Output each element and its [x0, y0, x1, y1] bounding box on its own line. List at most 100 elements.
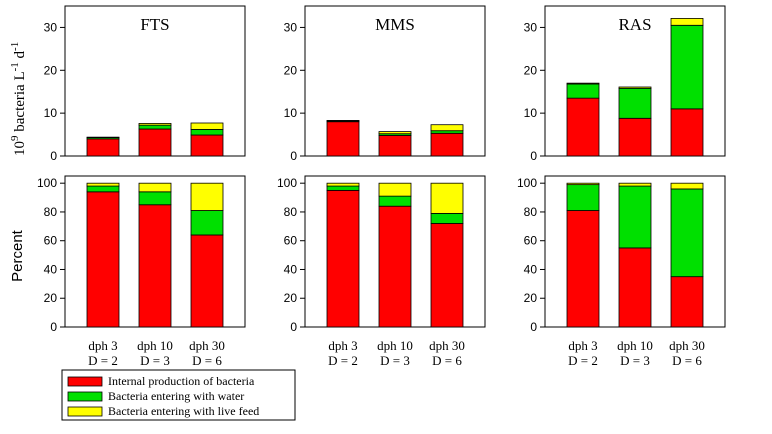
y-tick-label-mms-percent-0: 0 [290, 320, 297, 334]
y-tick-label-mms-absolute-10: 10 [284, 106, 298, 120]
x-label-3-3-line1: dph 30 [669, 338, 705, 353]
bar-mms-percent-1-water [326, 185, 360, 191]
bar-mms-percent-2-feed [378, 182, 412, 197]
y-tick-label-fts-absolute-30: 30 [44, 20, 58, 34]
y-tick-label-ras-percent-80: 80 [524, 205, 538, 219]
bar-mms-percent-3-feed [430, 182, 464, 214]
bar-mms-percent-1-internal [326, 189, 360, 328]
bar-ras-absolute-2-internal [618, 117, 652, 157]
y-axis-label-top: 109 bacteria L-1 d-1 [9, 42, 28, 156]
legend-swatch-water [67, 391, 103, 402]
y-tick-label-ras-percent-100: 100 [517, 176, 537, 190]
bar-ras-percent-1-feed [566, 182, 600, 186]
y-tick-label-ras-absolute-20: 20 [524, 63, 538, 77]
panel-mms-percent: 0 20 40 60 80 100 [277, 175, 486, 334]
panel-fts-absolute: 0 10 20 30 FTS [44, 5, 246, 163]
bar-fts-percent-3-internal [190, 234, 224, 328]
panel-mms-absolute: 0 10 20 30 MMS [284, 5, 486, 163]
y-tick-label-mms-percent-80: 80 [284, 205, 298, 219]
y-tick-label-fts-percent-0: 0 [50, 320, 57, 334]
bar-fts-percent-3-water [190, 210, 224, 236]
bar-ras-percent-2-water [618, 185, 652, 249]
panel-title-fts-absolute: FTS [140, 15, 169, 34]
y-tick-label-mms-percent-100: 100 [277, 176, 297, 190]
bar-mms-percent-1-feed [326, 182, 360, 187]
bar-fts-absolute-3-feed [190, 122, 224, 130]
bar-ras-percent-3-internal [670, 276, 704, 328]
x-label-3-2-line2: D = 3 [620, 353, 650, 368]
y-tick-label-ras-percent-0: 0 [530, 320, 537, 334]
panel-fts-percent: 0 20 40 60 80 100 [37, 175, 246, 334]
bar-ras-absolute-1-water [566, 83, 600, 99]
bar-mms-percent-2-water [378, 195, 412, 207]
y-tick-label-ras-percent-60: 60 [524, 234, 538, 248]
panel-ras-absolute: 0 10 20 30 RAS [524, 5, 726, 163]
bar-fts-absolute-3-internal [190, 134, 224, 157]
legend: Internal production of bacteria Bacteria… [61, 369, 296, 421]
bar-fts-absolute-1-internal [86, 138, 120, 157]
bar-mms-absolute-3-feed [430, 124, 464, 132]
x-label-2-3-line1: dph 30 [429, 338, 465, 353]
x-label-1-3-line1: dph 30 [189, 338, 225, 353]
x-label-2-1-line2: D = 2 [328, 353, 358, 368]
y-axis-label-bottom: Percent [9, 229, 26, 282]
x-label-3-1-line1: dph 3 [568, 338, 597, 353]
bar-ras-percent-3-water [670, 188, 704, 278]
ylabel-l-exp: -1 [9, 62, 21, 71]
bar-ras-percent-2-feed [618, 182, 652, 187]
bar-fts-percent-1-internal [86, 191, 120, 328]
y-tick-label-ras-absolute-10: 10 [524, 106, 538, 120]
x-label-1-1-line2: D = 2 [88, 353, 118, 368]
legend-label-feed: Bacteria entering with live feed [108, 404, 259, 418]
bar-fts-percent-2-water [138, 191, 172, 206]
legend-label-internal: Internal production of bacteria [108, 374, 255, 388]
ylabel-mid: bacteria L [12, 71, 28, 135]
x-label-2-1-line1: dph 3 [328, 338, 357, 353]
ylabel-d-exp: -1 [9, 42, 21, 51]
y-tick-label-ras-absolute-30: 30 [524, 20, 538, 34]
y-tick-label-fts-percent-40: 40 [44, 262, 58, 276]
y-tick-label-fts-absolute-0: 0 [50, 149, 57, 163]
bar-ras-percent-2-internal [618, 247, 652, 328]
y-tick-label-fts-percent-100: 100 [37, 176, 57, 190]
bar-ras-percent-3-feed [670, 182, 704, 190]
panels-layer: 0 10 20 30 FTS 0 10 20 30 MMS 0 10 20 30 RAS 0 20 40 60 80 1… [37, 5, 726, 334]
bar-fts-absolute-2-internal [138, 128, 172, 157]
bar-fts-percent-1-water [86, 185, 120, 193]
y-tick-label-fts-absolute-20: 20 [44, 63, 58, 77]
bar-mms-percent-3-water [430, 212, 464, 224]
x-label-2-2-line1: dph 10 [377, 338, 413, 353]
x-label-2-3-line2: D = 6 [432, 353, 462, 368]
y-tick-label-mms-absolute-0: 0 [290, 149, 297, 163]
bar-ras-absolute-3-feed [670, 18, 704, 26]
x-label-3-2-line1: dph 10 [617, 338, 653, 353]
legend-label-water: Bacteria entering with water [108, 389, 244, 403]
bar-mms-absolute-2-feed [378, 131, 412, 135]
ylabel-base-exp: 9 [9, 135, 21, 141]
bar-fts-absolute-2-water [138, 124, 172, 130]
y-tick-label-mms-absolute-20: 20 [284, 63, 298, 77]
bar-ras-absolute-3-water [670, 24, 704, 110]
panel-ras-percent: 0 20 40 60 80 100 [517, 175, 726, 334]
y-tick-label-fts-percent-80: 80 [44, 205, 58, 219]
bar-ras-absolute-3-internal [670, 108, 704, 157]
x-label-2-2-line2: D = 3 [380, 353, 410, 368]
y-tick-label-ras-absolute-0: 0 [530, 149, 537, 163]
ylabel-base: 10 [12, 141, 28, 156]
bar-fts-percent-3-feed [190, 182, 224, 211]
bar-mms-percent-2-internal [378, 205, 412, 328]
bar-ras-absolute-2-water [618, 87, 652, 119]
y-tick-label-ras-percent-20: 20 [524, 291, 538, 305]
y-tick-label-fts-percent-60: 60 [44, 234, 58, 248]
x-label-1-2-line2: D = 3 [140, 353, 170, 368]
bar-ras-absolute-1-feed [566, 82, 600, 85]
bar-mms-percent-3-internal [430, 223, 464, 328]
y-tick-label-ras-percent-40: 40 [524, 262, 538, 276]
y-tick-label-mms-percent-40: 40 [284, 262, 298, 276]
x-label-3-1-line2: D = 2 [568, 353, 598, 368]
ylabel-d: d [12, 50, 28, 62]
bar-fts-percent-2-feed [138, 182, 172, 193]
y-tick-label-fts-absolute-10: 10 [44, 106, 58, 120]
